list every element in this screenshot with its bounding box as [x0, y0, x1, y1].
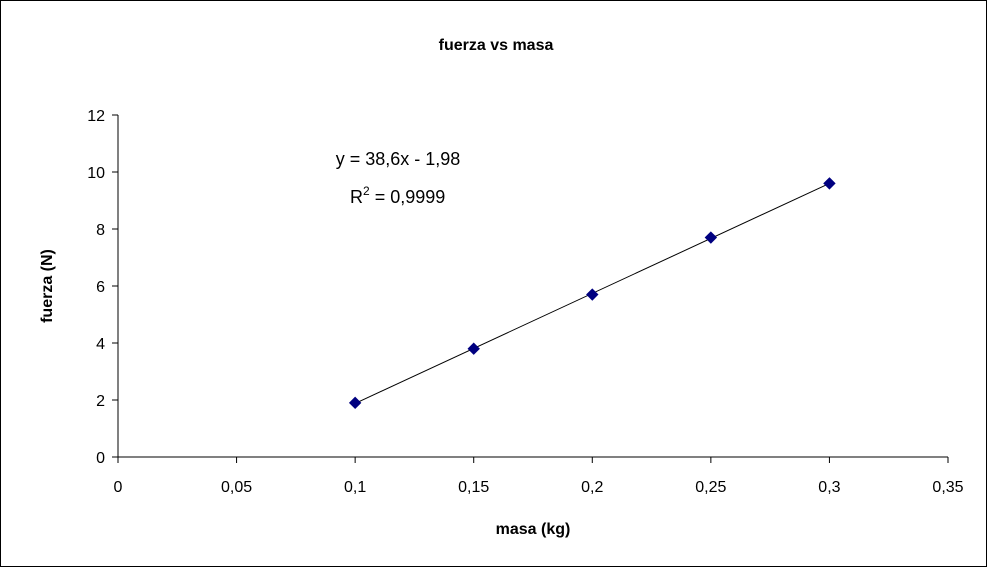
y-tick-label: 0: [96, 450, 105, 467]
data-point: [348, 396, 362, 410]
data-point: [586, 288, 599, 301]
x-tick-label: 0,2: [581, 479, 603, 496]
x-tick-label: 0,15: [458, 479, 489, 496]
trendline-equation: y = 38,6x - 1,98: [336, 149, 461, 169]
y-tick-label: 4: [96, 336, 105, 353]
x-tick-label: 0,25: [695, 479, 726, 496]
trendline-r-squared: R2 = 0,9999: [350, 184, 445, 207]
y-axis-title: fuerza (N): [39, 249, 56, 323]
trendline-label: y = 38,6x - 1,98 R2 = 0,9999: [336, 149, 461, 207]
y-tick-label: 10: [87, 165, 105, 182]
data-point: [823, 177, 836, 190]
plot-area: 0 2 4 6 8 10 12 0 0,05 0,1 0,15 0,2 0,25 0,3 0,35: [87, 108, 963, 496]
x-tick-label: 0: [114, 479, 123, 496]
y-tick-label: 6: [96, 279, 105, 296]
y-tick-label: 2: [96, 393, 105, 410]
r-squared-base: R: [350, 187, 363, 207]
x-tick-label: 0,1: [344, 479, 366, 496]
x-tick-label: 0,35: [932, 479, 963, 496]
data-point: [704, 231, 718, 244]
r-squared-exponent: 2: [363, 184, 370, 198]
y-tick-label: 8: [96, 222, 105, 239]
x-tick-label: 0,05: [221, 479, 252, 496]
x-tick-label: 0,3: [818, 479, 840, 496]
data-point: [467, 342, 480, 355]
y-tick-label: 12: [87, 108, 105, 125]
r-squared-value: = 0,9999: [370, 187, 446, 207]
chart-title: fuerza vs masa: [439, 37, 554, 54]
x-axis-title: masa (kg): [496, 521, 571, 538]
